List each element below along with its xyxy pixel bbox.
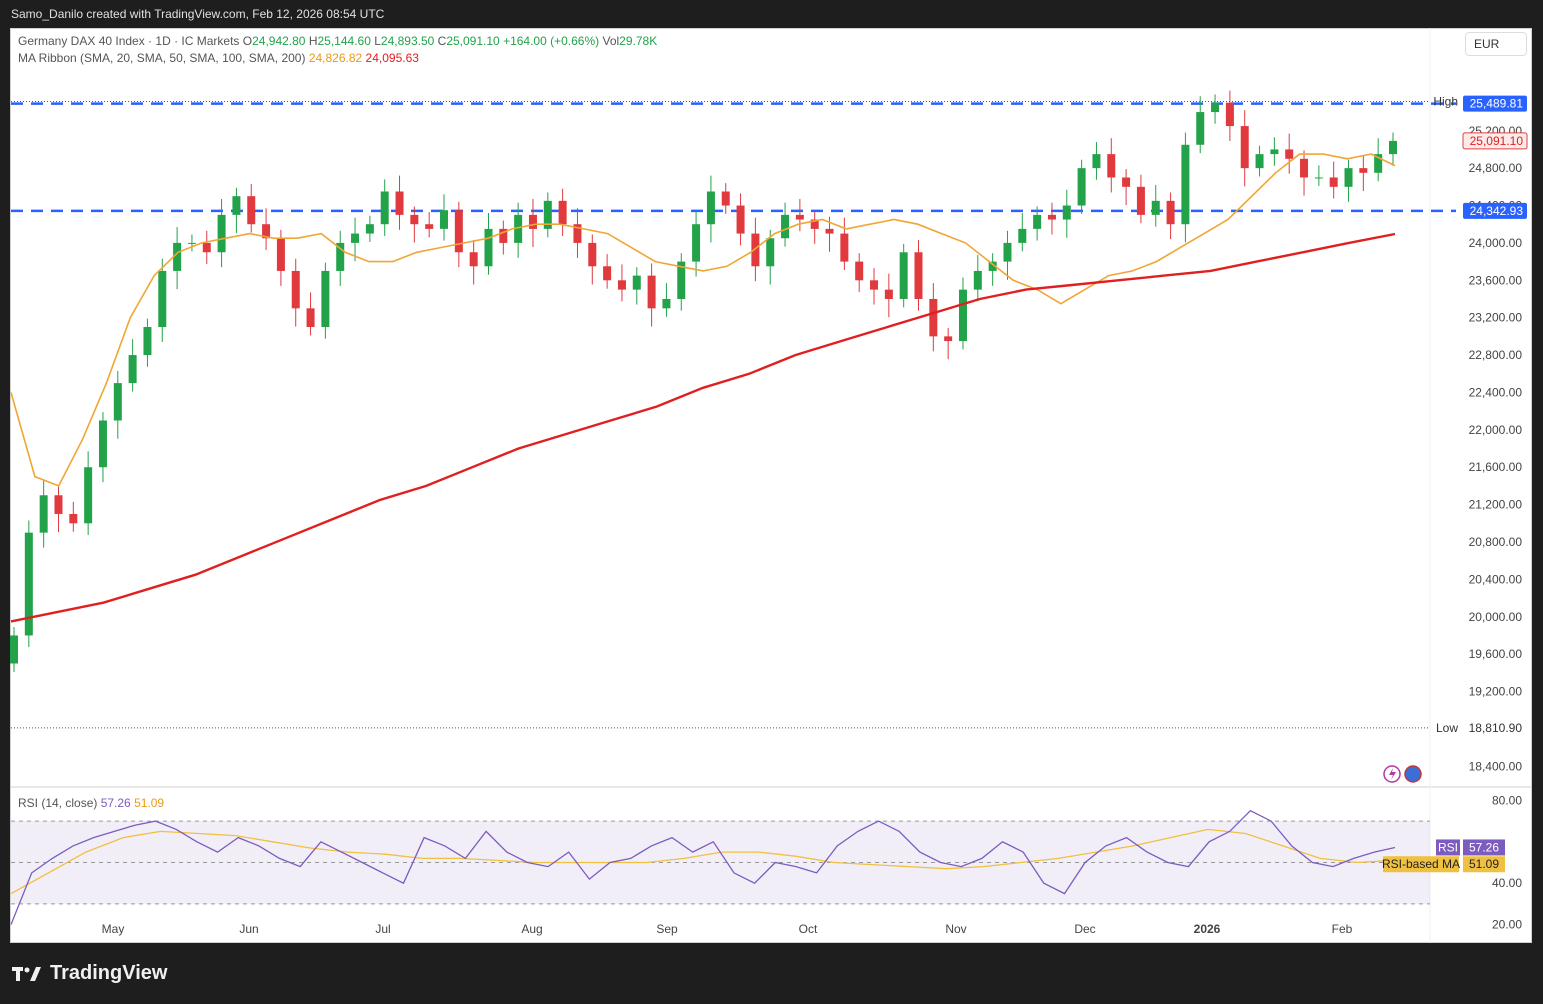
low-value: 24,893.50 — [380, 34, 435, 48]
ma-ribbon-label[interactable]: MA Ribbon (SMA, 20, SMA, 50, SMA, 100, S… — [18, 51, 306, 65]
rsi-legend: RSI (14, close) 57.26 51.09 — [18, 796, 164, 810]
chart-frame[interactable] — [10, 28, 1532, 943]
symbol-name[interactable]: Germany DAX 40 Index · 1D · IC Markets — [18, 34, 240, 48]
rsi-legend-value: 57.26 — [100, 796, 131, 810]
close-label: C — [437, 34, 447, 48]
high-value: 25,144.60 — [317, 34, 371, 48]
tradingview-logo[interactable]: TradingView — [12, 962, 167, 985]
ma20-value: 24,826.82 — [308, 51, 363, 65]
close-value: 25,091.10 — [446, 34, 500, 48]
tradingview-logo-icon — [12, 966, 41, 981]
change-value: +164.00 (+0.66%) — [503, 34, 600, 48]
symbol-legend: Germany DAX 40 Index · 1D · IC Markets O… — [18, 34, 657, 48]
ma-legend: MA Ribbon (SMA, 20, SMA, 50, SMA, 100, S… — [18, 51, 419, 65]
vol-label: Vol — [602, 34, 620, 48]
rsi-ma-legend-value: 51.09 — [134, 796, 165, 810]
currency-selector[interactable]: EUR — [1465, 32, 1527, 56]
high-label: H — [308, 34, 318, 48]
rsi-indicator-label[interactable]: RSI (14, close) — [18, 796, 98, 810]
bottom-brand-bar: TradingView — [0, 944, 1543, 1004]
author-caption: Samo_Danilo created with TradingView.com… — [11, 7, 385, 21]
brand-name: TradingView — [50, 962, 168, 984]
vol-value: 29.78K — [619, 34, 658, 48]
open-label: O — [242, 34, 253, 48]
open-value: 24,942.80 — [252, 34, 306, 48]
ma200-value: 24,095.63 — [365, 51, 419, 65]
low-label: L — [374, 34, 381, 48]
top-caption-bar: Samo_Danilo created with TradingView.com… — [0, 0, 1543, 28]
